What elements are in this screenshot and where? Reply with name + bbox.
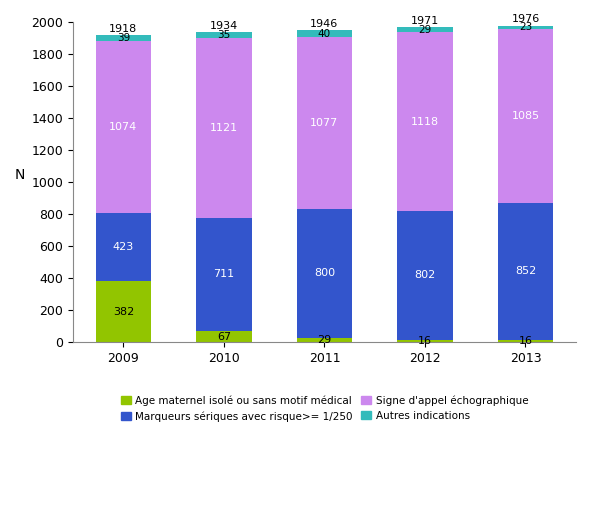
Text: 29: 29 <box>418 25 431 35</box>
Bar <box>397 340 453 342</box>
Text: 1934: 1934 <box>210 21 238 31</box>
Text: 1976: 1976 <box>511 15 540 24</box>
Bar <box>196 38 252 218</box>
Text: 423: 423 <box>113 242 134 252</box>
Bar <box>196 218 252 332</box>
Bar <box>96 213 151 281</box>
Text: 1946: 1946 <box>310 19 339 29</box>
Bar <box>297 209 352 338</box>
Text: 1077: 1077 <box>310 118 339 128</box>
Bar <box>498 340 553 342</box>
Text: 40: 40 <box>318 28 331 39</box>
Text: 1085: 1085 <box>511 111 540 121</box>
Text: 67: 67 <box>217 332 231 342</box>
Bar <box>297 338 352 342</box>
Bar <box>397 211 453 340</box>
Bar <box>498 26 553 30</box>
Text: 39: 39 <box>117 33 130 43</box>
Text: 1118: 1118 <box>411 117 439 126</box>
Text: 1074: 1074 <box>109 122 138 132</box>
Text: 35: 35 <box>217 30 230 40</box>
Text: 1971: 1971 <box>411 16 439 26</box>
Bar <box>96 41 151 213</box>
Bar <box>397 27 453 32</box>
Text: 16: 16 <box>518 336 532 346</box>
Bar <box>498 30 553 203</box>
Legend: Age maternel isolé ou sans motif médical, Marqueurs sériques avec risque>= 1/250: Age maternel isolé ou sans motif médical… <box>118 392 531 425</box>
Text: 852: 852 <box>515 266 536 277</box>
Y-axis label: N: N <box>15 168 25 182</box>
Text: 1918: 1918 <box>109 24 138 34</box>
Bar <box>196 33 252 38</box>
Bar <box>397 32 453 211</box>
Text: 802: 802 <box>414 270 436 280</box>
Bar <box>498 203 553 340</box>
Bar <box>297 31 352 37</box>
Text: 16: 16 <box>418 336 432 346</box>
Text: 800: 800 <box>314 268 335 279</box>
Bar <box>96 281 151 342</box>
Text: 23: 23 <box>519 22 532 33</box>
Text: 1121: 1121 <box>210 123 238 133</box>
Text: 382: 382 <box>113 307 134 316</box>
Text: 711: 711 <box>213 269 235 280</box>
Text: 29: 29 <box>317 335 332 345</box>
Bar <box>96 35 151 41</box>
Bar <box>297 37 352 209</box>
Bar <box>196 332 252 342</box>
